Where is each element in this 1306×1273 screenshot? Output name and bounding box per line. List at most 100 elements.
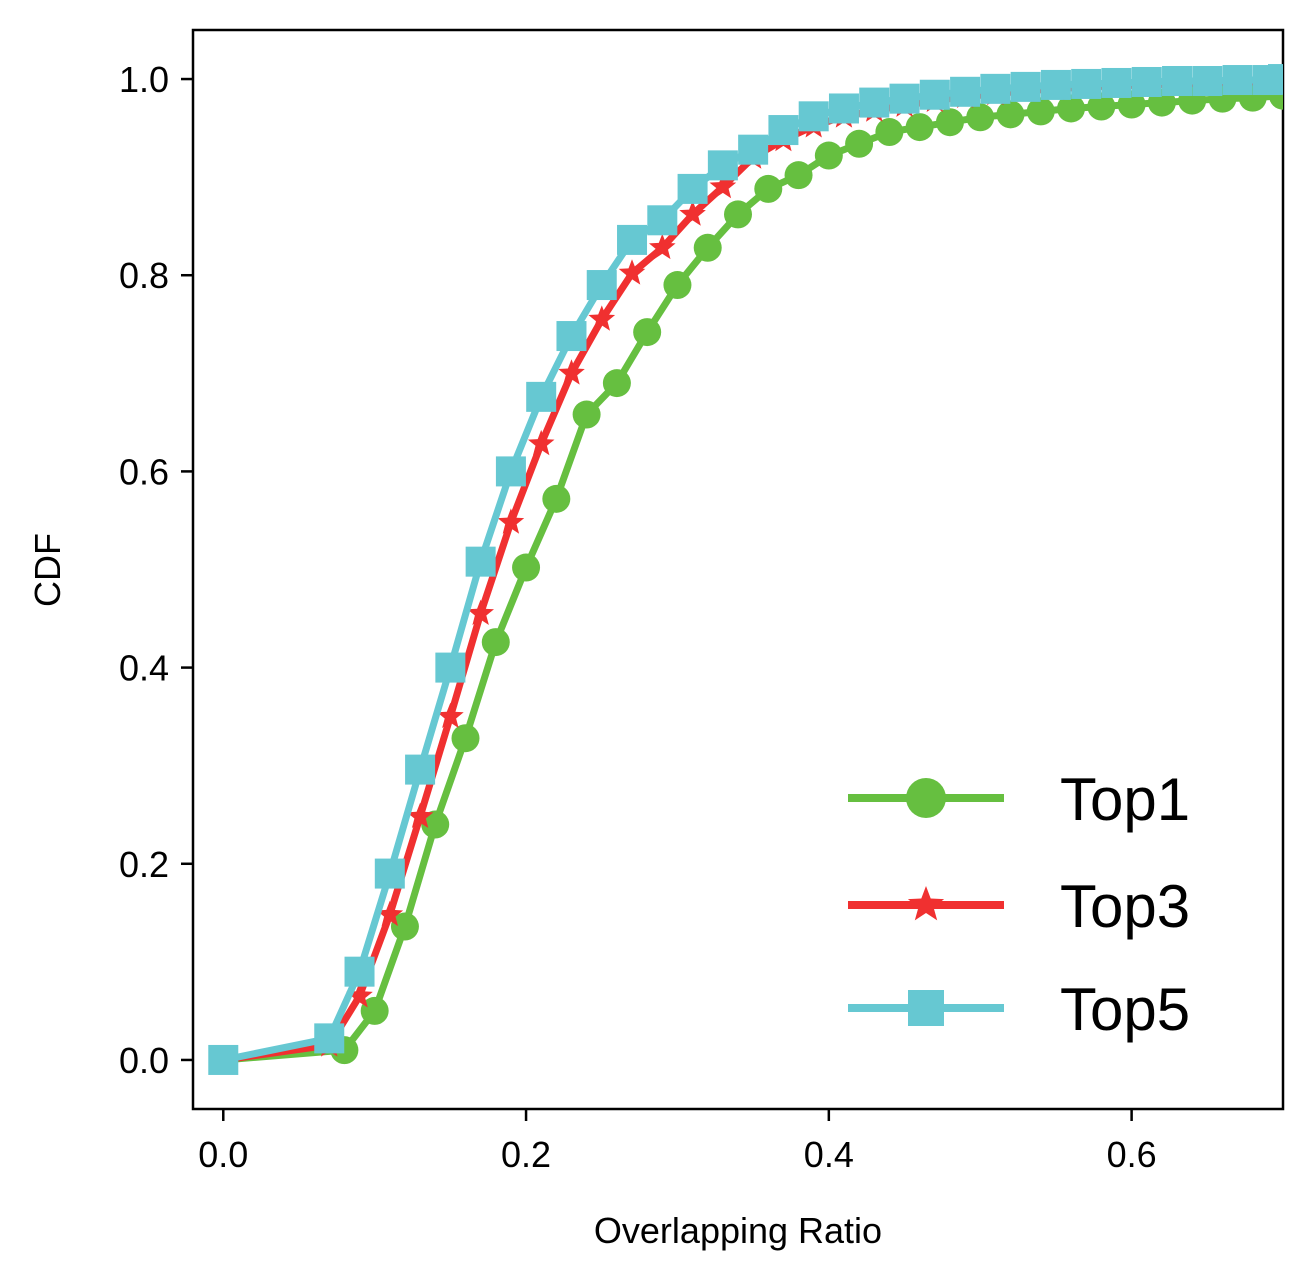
plot-frame	[191, 28, 1285, 1111]
data-point-top1	[663, 271, 692, 300]
x-tick-label: 0.2	[501, 1134, 551, 1175]
data-point-top5	[556, 321, 587, 352]
data-point-top3	[679, 200, 706, 226]
data-point-top1	[572, 400, 601, 429]
data-point-top1	[360, 996, 389, 1025]
data-point-top1	[421, 810, 450, 839]
y-axis-label: CDF	[27, 533, 68, 607]
data-point-top5	[889, 83, 920, 114]
data-point-top5	[526, 381, 557, 412]
legend-marker-shape-top3	[907, 886, 945, 921]
data-point-top3	[437, 702, 464, 728]
data-point-top5	[435, 652, 466, 683]
data-point-top3	[527, 429, 555, 456]
data-point-top5	[465, 546, 496, 577]
y-axis-ticks: 0.0 0.2 0.4 0.6 0.8 1.0	[119, 59, 193, 1081]
data-point-top5	[1071, 68, 1102, 99]
data-point-top5	[1010, 71, 1041, 102]
data-point-top3	[709, 172, 737, 199]
data-point-top1	[905, 113, 934, 142]
y-tick-label: 0.0	[119, 1040, 169, 1081]
data-point-top1	[451, 724, 480, 753]
data-point-top5	[1040, 69, 1071, 100]
x-tick-label: 0.4	[804, 1134, 854, 1175]
data-point-top5	[1268, 64, 1283, 95]
legend-entry-top1: Top1	[848, 766, 1190, 833]
data-point-top5	[1101, 67, 1132, 98]
data-point-top5	[586, 270, 617, 301]
data-point-top1	[996, 100, 1025, 129]
data-point-top3	[497, 508, 525, 534]
legend: Top1 Top3 Top5	[848, 766, 1190, 1043]
data-point-top1	[754, 174, 783, 203]
data-point-top5	[495, 456, 526, 487]
series-layer	[208, 64, 1283, 1075]
legend-label-top1: Top1	[1060, 766, 1190, 833]
data-point-top1	[814, 141, 843, 170]
data-point-top3	[558, 359, 585, 385]
data-point-top1	[966, 103, 995, 132]
data-point-top3	[346, 982, 373, 1008]
x-axis-ticks: 0.0 0.2 0.4 0.6	[198, 1109, 1157, 1175]
data-point-top5	[208, 1044, 239, 1075]
data-point-top3	[588, 305, 616, 331]
x-tick-label: 0.6	[1107, 1134, 1157, 1175]
data-point-top1	[1057, 94, 1086, 123]
data-point-top3	[467, 599, 494, 625]
data-point-top1	[693, 233, 722, 262]
y-tick-label: 1.0	[119, 59, 169, 100]
data-point-top1	[633, 318, 662, 347]
y-tick-label: 0.2	[119, 844, 169, 885]
legend-marker-shape-top5	[908, 990, 944, 1026]
data-point-top5	[768, 115, 799, 146]
x-axis-label: Overlapping Ratio	[594, 1210, 882, 1251]
legend-marker-shape-top1	[906, 778, 946, 818]
data-point-top1	[875, 118, 904, 147]
data-point-top1	[390, 912, 419, 941]
data-point-top1	[1087, 92, 1116, 121]
legend-entry-top3: Top3	[848, 873, 1190, 940]
data-point-top1	[1026, 97, 1055, 126]
data-point-top5	[1131, 66, 1162, 97]
data-point-top1	[602, 369, 631, 398]
data-point-top5	[344, 956, 375, 987]
data-point-top5	[980, 73, 1011, 104]
y-tick-label: 0.6	[119, 451, 169, 492]
y-tick-label: 0.8	[119, 255, 169, 296]
legend-entry-top5: Top5	[848, 976, 1190, 1043]
data-point-top5	[919, 79, 950, 110]
legend-marker-top1	[906, 778, 946, 818]
legend-marker-top3	[907, 886, 945, 921]
data-point-top5	[405, 754, 436, 785]
data-point-top1	[935, 108, 964, 137]
x-tick-label: 0.0	[198, 1134, 248, 1175]
data-point-top5	[1192, 66, 1223, 97]
y-tick-label: 0.4	[119, 648, 169, 689]
data-point-top3	[618, 259, 646, 285]
data-point-top1	[784, 161, 813, 190]
data-point-top1	[481, 628, 510, 657]
data-point-top3	[649, 233, 676, 260]
data-point-top5	[828, 93, 859, 124]
data-point-top5	[1222, 65, 1253, 96]
data-point-top5	[314, 1023, 345, 1054]
data-point-top3	[406, 802, 434, 828]
data-point-top5	[647, 205, 678, 236]
data-point-top5	[617, 224, 648, 255]
data-point-top5	[738, 134, 769, 165]
legend-label-top3: Top3	[1060, 873, 1190, 940]
legend-label-top5: Top5	[1060, 976, 1190, 1043]
data-point-top5	[1162, 66, 1193, 97]
data-point-top1	[845, 129, 874, 158]
data-point-top5	[677, 173, 708, 204]
data-point-top5	[798, 101, 829, 132]
data-point-top5	[950, 76, 981, 107]
series-top5	[208, 64, 1283, 1075]
data-point-top1	[512, 553, 541, 582]
data-point-top5	[374, 858, 405, 889]
data-point-top1	[724, 200, 752, 229]
data-point-top3	[376, 900, 404, 927]
legend-marker-top5	[908, 990, 944, 1026]
series-line-top5	[222, 75, 1283, 1064]
